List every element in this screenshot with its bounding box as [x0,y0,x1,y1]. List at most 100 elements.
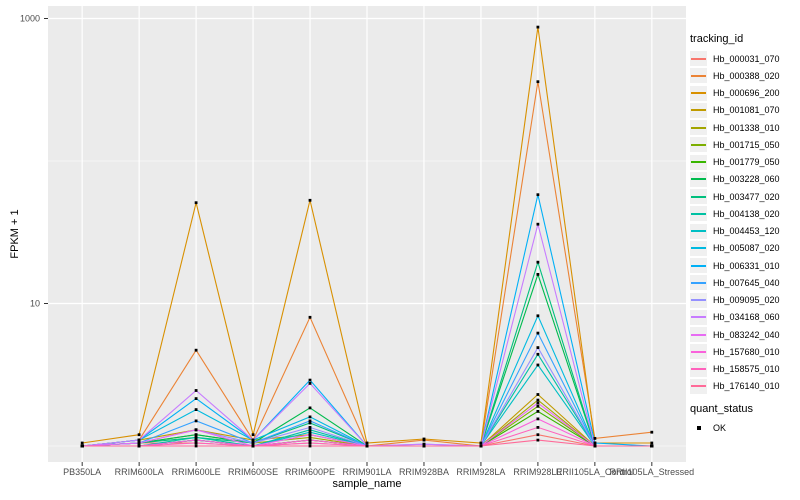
legend-title-quant-status: quant_status [690,403,753,415]
data-point [194,438,198,442]
data-point [536,193,540,197]
legend-item-Hb_083242_040: Hb_083242_040 [690,326,780,343]
data-point [194,433,198,437]
legend-key-swatch [690,378,707,394]
data-point [479,441,483,445]
data-point [308,426,312,429]
data-point [194,348,198,352]
data-point [536,433,540,437]
x-axis-title: sample_name [332,478,402,490]
data-point [251,444,255,448]
legend-key-swatch [690,154,707,170]
data-point [308,421,312,425]
data-point [422,437,426,441]
data-point [536,314,540,318]
x-tick-label: RRIM928LA [456,467,505,477]
x-tick-label: RRII105LA_Stressed [610,467,695,477]
y-tick-label: 1000 [20,14,40,24]
x-tick-label: RRIM901LA [342,467,391,477]
legend-key-line-icon [691,368,706,370]
legend-key-swatch [690,120,707,135]
data-point [308,378,312,382]
data-point [251,438,255,442]
legend-key-swatch [690,85,707,101]
legend-key-line-icon [691,92,706,94]
legend-item-label: Hb_000388_020 [713,70,780,81]
legend-item-label: Hb_003477_020 [713,191,780,202]
data-point [536,80,540,84]
legend-item-Hb_004453_120: Hb_004453_120 [690,223,780,240]
legend-key-line-icon [691,281,706,284]
legend-item-label: Hb_157680_010 [713,346,780,357]
data-point [194,441,198,445]
data-point [137,438,141,442]
legend-item-ok: OK [690,419,726,436]
data-point [536,346,540,349]
data-point [194,444,198,448]
data-point [365,444,369,448]
legend-item-label: Hb_034168_060 [713,312,780,323]
legend-key-line-icon [691,333,706,336]
data-point [308,198,312,202]
data-point [308,419,312,423]
legend-item-Hb_000696_200: Hb_000696_200 [690,85,780,102]
legend-item-Hb_001779_050: Hb_001779_050 [690,154,780,171]
legend-key-swatch [690,309,707,325]
data-point [80,444,84,448]
data-point [251,441,255,445]
data-point [194,389,198,392]
data-point [536,417,540,421]
data-point [308,438,312,442]
legend-item-label: Hb_005087_020 [713,243,780,254]
legend-item-Hb_003228_060: Hb_003228_060 [690,171,780,188]
data-point [536,222,540,226]
legend-key-swatch [690,361,707,377]
data-point [194,408,198,411]
legend-item-Hb_007645_040: Hb_007645_040 [690,274,780,291]
data-point [194,419,198,423]
legend-item-label: Hb_158575_010 [713,364,780,374]
data-point [650,430,654,434]
data-point [593,444,597,448]
data-point [308,444,312,448]
legend-key-swatch [690,344,707,360]
legend-item-label: Hb_004138_020 [713,208,780,219]
data-point [308,433,312,437]
data-point [194,428,198,432]
legend-item-label: Hb_083242_040 [713,329,780,340]
data-point [137,441,141,445]
legend-key-line-icon [691,178,706,181]
legend-item-label: Hb_001081_070 [713,105,780,116]
legend-key-line-icon [691,350,706,353]
legend-key-line-icon [691,126,706,129]
legend-item-Hb_000031_070: Hb_000031_070 [690,50,780,67]
legend-item-label: Hb_000031_070 [713,53,780,64]
ok-key-swatch [690,420,707,435]
legend-key-line-icon [691,109,706,112]
legend-key-line-icon [691,143,706,146]
legend-item-Hb_176140_010: Hb_176140_010 [690,378,780,395]
data-point [194,201,198,205]
x-tick-label: RRIM928BA [399,467,449,477]
legend-item-Hb_001081_070: Hb_001081_070 [690,102,780,119]
x-tick-label: RRIM600LE [172,467,221,477]
legend-item-Hb_001715_050: Hb_001715_050 [690,136,780,153]
data-point [137,433,141,437]
legend-item-label: Hb_001715_050 [713,139,780,150]
legend-item-Hb_001338_010: Hb_001338_010 [690,119,780,136]
x-tick-label: RRIM600SE [228,467,278,477]
legend-item-Hb_009095_020: Hb_009095_020 [690,292,780,309]
data-point [308,441,312,445]
data-point [365,441,369,445]
legend-item-label: Hb_003228_060 [713,174,780,185]
data-point [650,441,654,445]
data-point [650,444,654,448]
data-point [536,273,540,276]
legend-item-label: Hb_006331_010 [713,260,780,271]
legend-item-Hb_157680_010: Hb_157680_010 [690,343,780,360]
data-point [536,426,540,429]
legend-key-line-icon [691,57,706,60]
data-point [308,415,312,419]
